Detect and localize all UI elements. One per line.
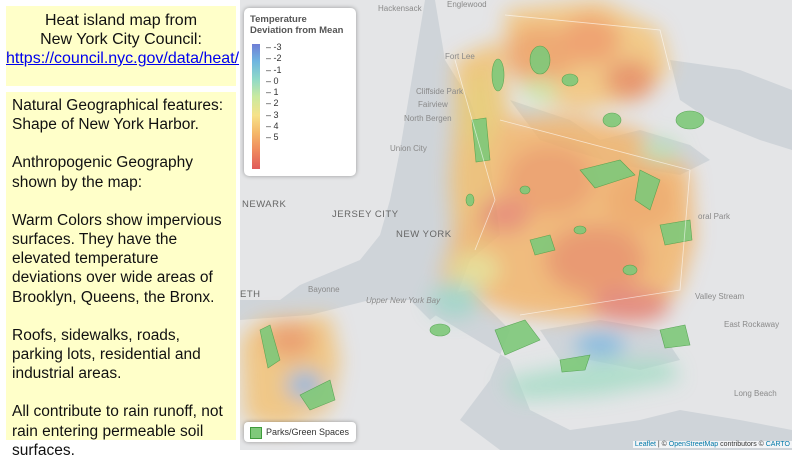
place-bayonne: Bayonne: [308, 285, 340, 294]
place-north-bergen: North Bergen: [404, 114, 452, 123]
attrib-mid: contributors ©: [718, 441, 766, 448]
map-attribution: Leaflet | © OpenStreetMap contributors ©…: [632, 441, 792, 448]
notes-runoff: All contribute to rain runoff, not rain …: [12, 403, 223, 459]
leaflet-link[interactable]: Leaflet: [634, 441, 656, 448]
place-hackensack: Hackensack: [378, 4, 422, 13]
place-floral-park: oral Park: [698, 212, 731, 221]
carto-link[interactable]: CARTO: [765, 441, 790, 448]
legend-tick: – 5: [266, 132, 279, 143]
notes-impervious-examples: Roofs, sidewalks, roads, parking lots, r…: [12, 326, 201, 383]
notes-natural-features: Natural Geographical features: Shape of …: [12, 97, 224, 134]
legend-tick: – -3: [266, 42, 282, 52]
legend-color-scale: [252, 44, 260, 169]
parks-layer: [259, 45, 705, 411]
place-long-beach: Long Beach: [734, 389, 777, 398]
place-union-city: Union City: [390, 144, 427, 153]
legend-tick: – 3: [266, 109, 279, 120]
place-fort-lee: Fort Lee: [445, 52, 475, 61]
place-new-york: NEW YORK: [396, 229, 452, 240]
notes-warm-colors: Warm Colors show impervious surfaces. Th…: [12, 211, 222, 306]
parks-legend: Parks/Green Spaces: [244, 422, 356, 442]
place-newark: NEWARK: [242, 199, 287, 210]
place-upper-ny-bay: Upper New York Bay: [366, 296, 441, 305]
notes-box: Natural Geographical features: Shape of …: [6, 92, 236, 459]
attrib-sep: | ©: [655, 441, 669, 448]
boundary-lines: [454, 14, 691, 316]
place-englewood: Englewood: [447, 0, 487, 9]
legend-tick: – -1: [266, 64, 282, 75]
legend-ticks: – -3– -2– -1– 0– 1– 2– 3– 4– 5: [266, 42, 282, 144]
place-valley-stream: Valley Stream: [695, 292, 745, 301]
legend-tick: – -2: [266, 53, 282, 64]
legend-tick: – 0: [266, 75, 279, 86]
osm-link[interactable]: OpenStreetMap: [668, 441, 719, 448]
place-east-rockaway: East Rockaway: [724, 320, 780, 329]
legend-tick: – 2: [266, 98, 279, 109]
parks-swatch: [250, 426, 262, 439]
hudson-river-water: [240, 0, 500, 320]
place-jersey-city: JERSEY CITY: [332, 209, 399, 220]
place-fairview: Fairview: [418, 100, 448, 109]
source-link[interactable]: https://council.nyc.gov/data/heat/: [6, 50, 240, 67]
temperature-legend: Temperature Deviation from Mean – -3– -2…: [244, 8, 356, 176]
place-eth: ETH: [240, 289, 261, 300]
parks-label: Parks/Green Spaces: [266, 427, 350, 437]
long-island-sound-water: [670, 60, 792, 150]
heat-map[interactable]: Hackensack Englewood Fort Lee Cliffside …: [240, 0, 792, 450]
notes-anthropogenic-heading: Anthropogenic Geography shown by the map…: [12, 154, 193, 191]
caption-box: Heat island map from New York City Counc…: [6, 6, 240, 86]
caption-line-2: New York City Council:: [40, 31, 202, 48]
legend-title: Temperature Deviation from Mean: [250, 14, 344, 36]
legend-tick: – 4: [266, 121, 279, 132]
place-cliffside-park: Cliffside Park: [416, 87, 463, 96]
legend-tick: – 1: [266, 87, 279, 98]
caption-line-1: Heat island map from: [44, 12, 198, 29]
